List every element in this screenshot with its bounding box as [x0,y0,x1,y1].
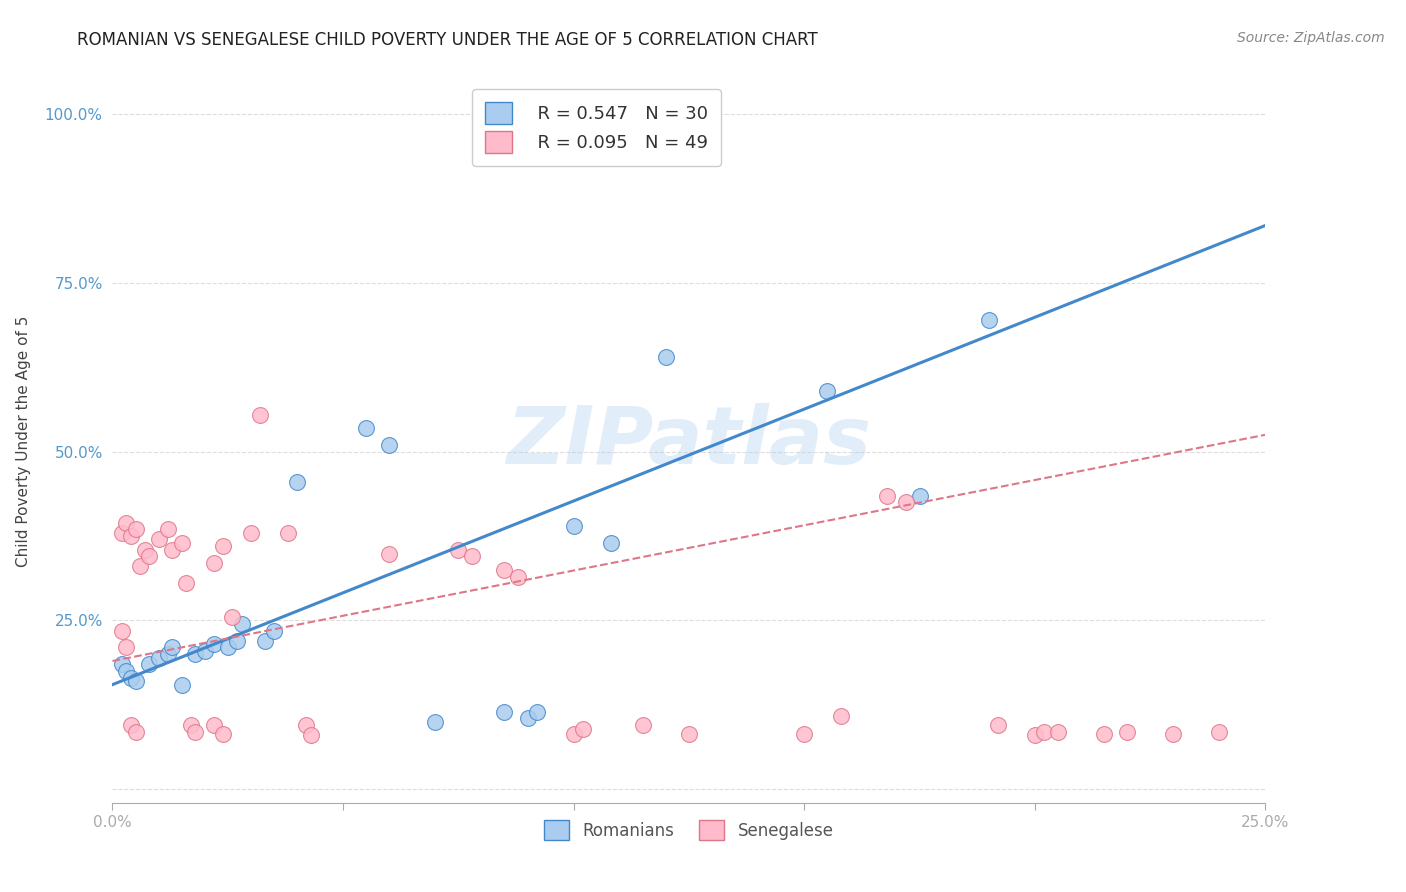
Point [447,542,470,557]
Point [815,384,838,398]
Point [572,722,595,736]
Point [631,718,654,732]
Point [120,718,142,732]
Point [202,556,225,570]
Point [111,525,134,540]
Point [239,525,262,540]
Point [277,525,299,540]
Point [174,576,197,591]
Point [793,727,815,741]
Point [461,549,484,564]
Point [221,610,243,624]
Point [156,522,179,536]
Point [170,678,193,692]
Point [253,633,276,648]
Point [129,559,152,574]
Text: ZIPatlas: ZIPatlas [506,402,872,481]
Point [226,633,249,648]
Point [599,536,621,550]
Point [115,640,138,655]
Point [124,674,146,689]
Point [120,529,142,543]
Text: ROMANIAN VS SENEGALESE CHILD POVERTY UNDER THE AGE OF 5 CORRELATION CHART: ROMANIAN VS SENEGALESE CHILD POVERTY UND… [77,31,818,49]
Point [124,522,146,536]
Point [124,725,146,739]
Point [202,637,225,651]
Point [212,727,235,741]
Point [977,313,1000,327]
Point [115,516,138,530]
Point [180,718,202,732]
Point [876,489,898,503]
Point [1208,725,1230,739]
Point [138,549,160,564]
Point [299,728,322,742]
Point [508,569,530,583]
Point [1033,725,1056,739]
Point [494,563,516,577]
Point [285,475,308,489]
Point [115,664,138,678]
Point [263,624,285,638]
Point [562,727,585,741]
Point [170,536,193,550]
Point [655,350,678,364]
Point [494,705,516,719]
Point [830,709,852,723]
Point [908,489,931,503]
Point [425,714,447,729]
Point [194,644,217,658]
Point [354,421,377,435]
Point [1161,727,1184,741]
Point [1116,725,1139,739]
Point [231,616,253,631]
Point [162,640,184,655]
Point [516,711,538,725]
Point [184,647,207,661]
Point [212,539,235,553]
Point [148,533,170,547]
Point [1024,728,1046,742]
Point [526,705,548,719]
Point [295,718,318,732]
Point [148,650,170,665]
Point [378,547,401,561]
Point [134,542,156,557]
Point [156,647,179,661]
Point [378,438,401,452]
Point [138,657,160,672]
Legend: Romanians, Senegalese: Romanians, Senegalese [536,812,842,848]
Point [678,727,700,741]
Text: Source: ZipAtlas.com: Source: ZipAtlas.com [1237,31,1385,45]
Y-axis label: Child Poverty Under the Age of 5: Child Poverty Under the Age of 5 [15,316,31,567]
Point [202,718,225,732]
Point [1092,727,1115,741]
Point [987,718,1010,732]
Point [162,542,184,557]
Point [249,408,271,422]
Point [217,640,239,655]
Point [111,657,134,672]
Point [120,671,142,685]
Point [184,725,207,739]
Point [562,519,585,533]
Point [111,624,134,638]
Point [894,495,917,509]
Point [1046,725,1069,739]
